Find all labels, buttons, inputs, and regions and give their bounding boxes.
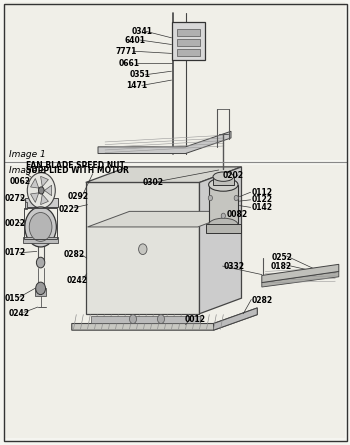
Circle shape [139, 244, 147, 255]
Text: Image 2: Image 2 [9, 166, 46, 175]
Polygon shape [40, 190, 48, 205]
Polygon shape [30, 178, 42, 192]
Text: 0282: 0282 [64, 250, 85, 259]
Bar [209, 185, 238, 225]
Polygon shape [41, 185, 52, 196]
Text: 0252: 0252 [271, 253, 292, 262]
Text: 0302: 0302 [143, 178, 164, 187]
Circle shape [27, 173, 55, 208]
Text: 0292: 0292 [67, 192, 88, 201]
Bar [177, 49, 199, 56]
Circle shape [25, 207, 56, 247]
Circle shape [38, 187, 44, 194]
Polygon shape [72, 308, 257, 330]
Ellipse shape [209, 178, 238, 191]
Text: 0332: 0332 [223, 262, 244, 271]
Polygon shape [88, 211, 240, 227]
Bar [5, 2, 345, 160]
Text: FAN BLADE SPEED NUT: FAN BLADE SPEED NUT [26, 161, 125, 170]
Polygon shape [214, 308, 257, 330]
Text: 0282: 0282 [251, 296, 272, 305]
Polygon shape [30, 189, 42, 202]
Ellipse shape [209, 218, 238, 231]
Text: 0082: 0082 [227, 210, 248, 219]
Circle shape [208, 195, 212, 201]
Polygon shape [86, 182, 200, 314]
Polygon shape [40, 176, 48, 191]
Bar [24, 208, 57, 239]
Text: 6401: 6401 [124, 36, 145, 44]
Text: 0112: 0112 [251, 188, 272, 197]
Polygon shape [262, 264, 339, 283]
Text: 0142: 0142 [251, 203, 272, 212]
Text: 0242: 0242 [9, 309, 30, 318]
Polygon shape [199, 167, 241, 314]
Bar [35, 288, 46, 296]
Circle shape [36, 257, 45, 268]
Text: 0222: 0222 [59, 205, 80, 214]
Text: 1471: 1471 [126, 81, 147, 90]
Bar [5, 165, 345, 438]
Circle shape [130, 315, 136, 324]
Polygon shape [262, 271, 339, 287]
Text: 0152: 0152 [4, 294, 25, 303]
Bar [213, 177, 233, 185]
Circle shape [158, 315, 164, 324]
Text: SUPPLIED WITH MOTOR: SUPPLIED WITH MOTOR [26, 166, 129, 175]
Text: 0172: 0172 [4, 248, 25, 257]
Text: 7771: 7771 [116, 47, 137, 56]
Text: 0022: 0022 [4, 219, 25, 228]
Text: 0012: 0012 [185, 315, 206, 324]
Bar [177, 29, 199, 36]
Text: 0062: 0062 [10, 177, 31, 186]
Circle shape [29, 213, 52, 241]
Text: 0351: 0351 [130, 70, 150, 79]
Bar [177, 39, 199, 46]
Polygon shape [86, 167, 241, 182]
Polygon shape [98, 131, 231, 154]
Text: 0341: 0341 [131, 27, 152, 36]
Text: 0122: 0122 [251, 195, 272, 204]
Polygon shape [25, 202, 27, 209]
Text: 0242: 0242 [66, 276, 88, 285]
Bar [25, 198, 58, 207]
Bar [206, 224, 241, 233]
Bar [91, 316, 200, 323]
Circle shape [221, 213, 225, 218]
Bar [23, 237, 58, 243]
Bar [172, 22, 205, 60]
Text: 0202: 0202 [222, 171, 243, 180]
Circle shape [36, 282, 46, 295]
Text: 0182: 0182 [270, 262, 291, 271]
Text: 0661: 0661 [119, 59, 140, 68]
Text: 0272: 0272 [4, 194, 25, 202]
Ellipse shape [213, 172, 233, 182]
Circle shape [234, 195, 238, 201]
Text: Image 1: Image 1 [9, 150, 46, 159]
